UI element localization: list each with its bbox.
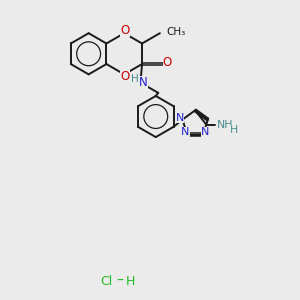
Text: O: O	[120, 70, 130, 83]
Text: –: –	[116, 274, 123, 288]
Text: N: N	[139, 76, 148, 89]
Text: N: N	[181, 127, 190, 137]
Text: N: N	[201, 127, 209, 137]
Text: Cl: Cl	[101, 274, 113, 288]
Text: O: O	[120, 24, 130, 38]
Text: H: H	[230, 125, 238, 135]
Text: H: H	[130, 74, 138, 84]
Text: NH: NH	[217, 120, 234, 130]
Text: N: N	[176, 113, 184, 123]
Text: H: H	[126, 274, 135, 288]
Text: CH₃: CH₃	[166, 27, 185, 37]
Text: O: O	[163, 56, 172, 69]
